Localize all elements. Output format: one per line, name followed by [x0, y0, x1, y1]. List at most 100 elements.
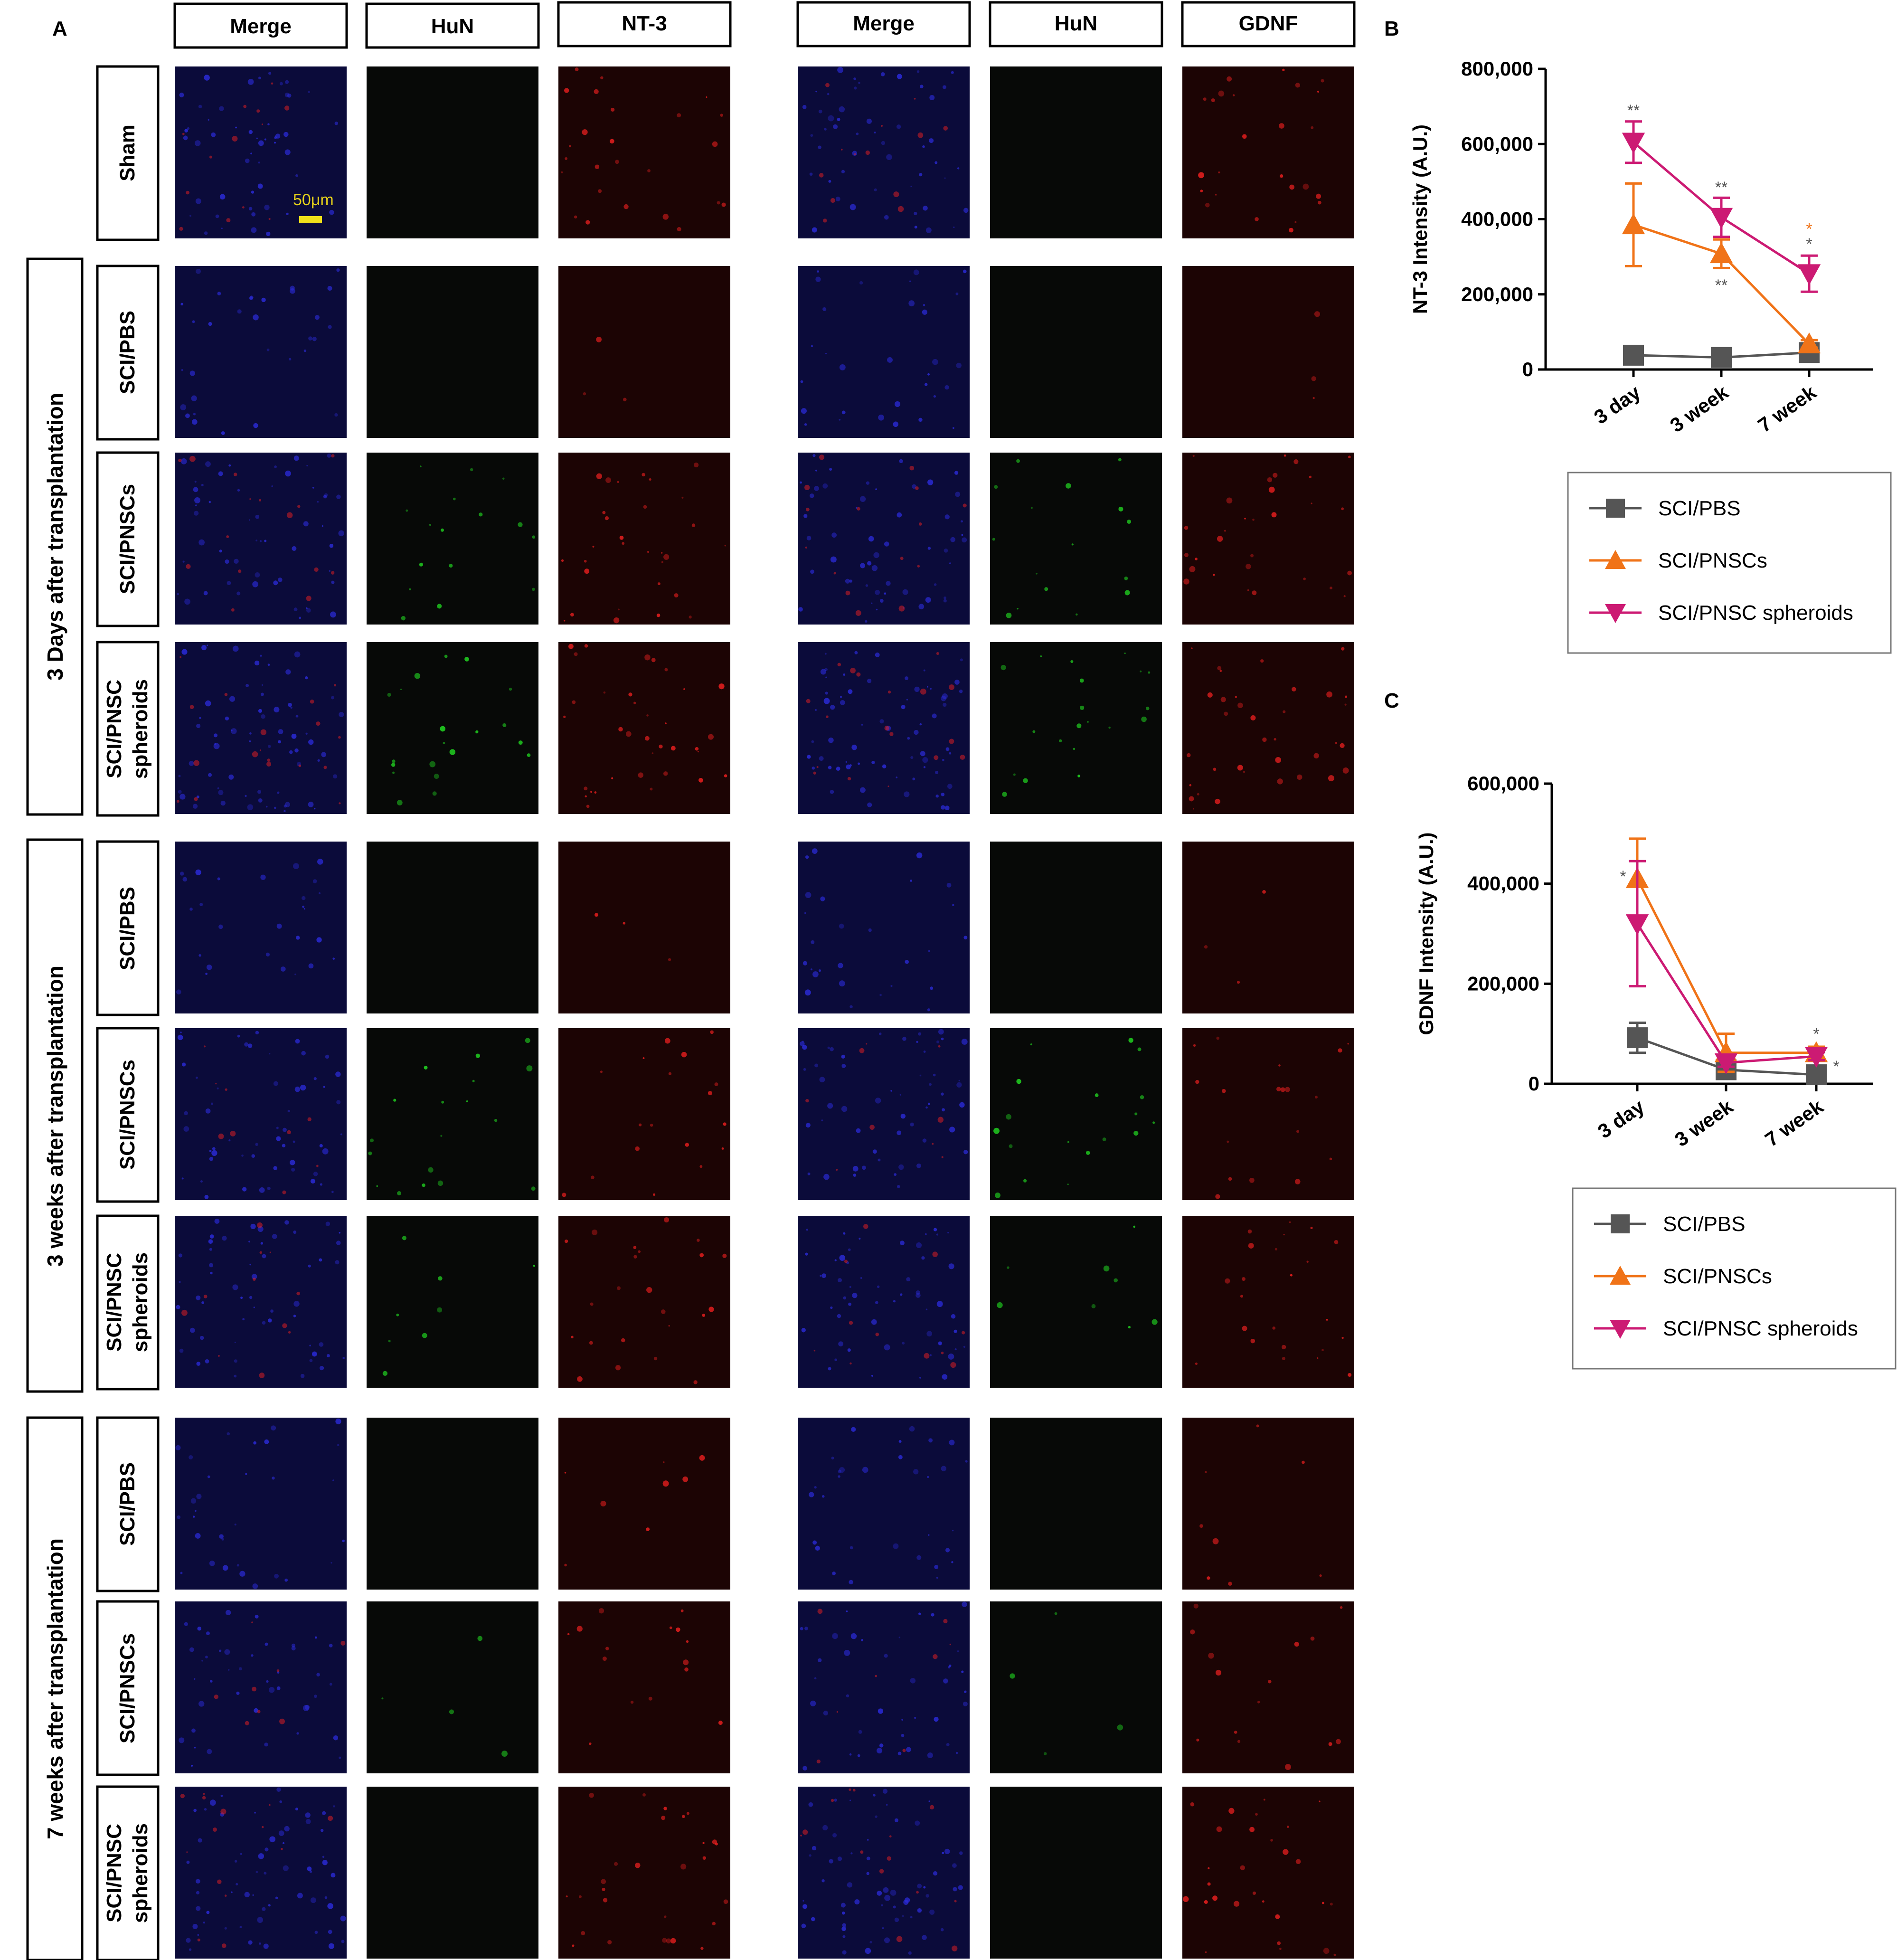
- y-tick-label: 200,000: [1461, 283, 1533, 305]
- micrograph-tile: [558, 453, 730, 625]
- col-header-gdnf: GDNF: [1239, 12, 1298, 35]
- svg-text:SCI/PNSC: SCI/PNSC: [103, 1824, 126, 1922]
- svg-text:SCI/PNSCs: SCI/PNSCs: [116, 1633, 139, 1743]
- row-label-3w-pnscs: SCI/PNSCs: [96, 1027, 160, 1203]
- x-tick-label: 3 day: [1590, 381, 1644, 428]
- y-tick-label: 800,000: [1461, 57, 1533, 80]
- legend-entry: SCI/PBS: [1594, 1212, 1746, 1236]
- micrograph-tile: [175, 842, 347, 1013]
- svg-text:3 Days after transplantation: 3 Days after transplantation: [43, 393, 67, 681]
- micrograph-tile: [367, 1418, 538, 1590]
- micrograph-tile: [175, 266, 347, 438]
- svg-text:spheroids: spheroids: [129, 679, 152, 779]
- chart-nt3: 0 200,000 400,000 600,000 800,000 NT-3 Intens…: [1409, 57, 1892, 654]
- micrograph-tile: [558, 266, 730, 438]
- panel-letter-a: A: [52, 17, 67, 40]
- micrograph-tile: [367, 1028, 538, 1200]
- micrograph-tile: [558, 1787, 730, 1959]
- svg-text:Sham: Sham: [116, 124, 139, 181]
- row-label-3d-pbs: SCI/PBS: [96, 265, 160, 441]
- group-label-3days: 3 Days after transplantation: [26, 257, 84, 816]
- group-label-7weeks: 7 weeks after transplantation: [26, 1416, 84, 1960]
- legend-label: SCI/PBS: [1658, 497, 1741, 520]
- col-header-nt3: NT-3: [622, 12, 667, 35]
- micrograph-tile: [990, 453, 1162, 625]
- micrograph-tile: [367, 1216, 538, 1388]
- y-tick-label: 200,000: [1467, 972, 1539, 994]
- micrograph-tile: [175, 1028, 347, 1200]
- svg-text:3 weeks after transplantation: 3 weeks after transplantation: [43, 966, 67, 1267]
- micrograph-tile: [1182, 1028, 1354, 1200]
- micrograph-tile: [367, 66, 538, 238]
- svg-text:7 weeks after transplantation: 7 weeks after transplantation: [43, 1538, 67, 1839]
- micrograph-tile: [798, 842, 970, 1013]
- data-point: [1709, 208, 1733, 229]
- micrograph-tile: [990, 642, 1162, 814]
- significance-marker: *: [1833, 1058, 1839, 1076]
- micrograph-tile: [558, 842, 730, 1013]
- significance-marker: *: [1806, 220, 1812, 238]
- data-point: [1797, 332, 1821, 353]
- legend-entry: SCI/PBS: [1589, 497, 1741, 520]
- legend-label: SCI/PNSCs: [1663, 1265, 1772, 1288]
- micrograph-tile: [1182, 642, 1354, 814]
- significance-marker: *: [1813, 1025, 1819, 1043]
- micrograph-tile: [990, 842, 1162, 1013]
- micrograph-tile: [367, 453, 538, 625]
- micrograph-tile: [558, 1601, 730, 1773]
- micrograph-tile: [990, 1028, 1162, 1200]
- micrograph-tile: [1182, 66, 1354, 238]
- scale-bar-label: 50μm: [293, 191, 334, 209]
- micrograph-tile: [175, 66, 347, 238]
- micrograph-tile: [367, 842, 538, 1013]
- micrograph-tile: [1182, 266, 1354, 438]
- legend-label: SCI/PNSC spheroids: [1658, 601, 1853, 625]
- data-point: [1606, 499, 1625, 518]
- micrograph-tile: [558, 66, 730, 238]
- y-tick-label: 600,000: [1467, 772, 1539, 795]
- y-tick-label: 400,000: [1461, 208, 1533, 230]
- data-point: [1605, 550, 1626, 569]
- col-header-hun-right: HuN: [1055, 12, 1097, 35]
- micrograph-tile: [1182, 842, 1354, 1013]
- data-point: [1622, 213, 1645, 235]
- micrograph-tile: [367, 642, 538, 814]
- micrograph-tile: [798, 266, 970, 438]
- legend: SCI/PBS SCI/PNSCs SCI/PNSC spheroids: [1567, 472, 1892, 654]
- y-tick-label: 400,000: [1467, 872, 1539, 895]
- series-sci-pbs: [1623, 342, 1820, 368]
- data-point: [1622, 133, 1645, 154]
- panel-letter-b: B: [1384, 17, 1399, 40]
- svg-text:SCI/PBS: SCI/PBS: [116, 311, 139, 394]
- panel-letter-c: C: [1384, 689, 1399, 712]
- data-point: [1804, 1047, 1828, 1068]
- col-header-hun-left: HuN: [431, 15, 474, 38]
- legend-entry: SCI/PNSC spheroids: [1594, 1317, 1858, 1340]
- svg-text:SCI/PBS: SCI/PBS: [116, 1462, 139, 1546]
- micrograph-tile: [558, 1418, 730, 1590]
- series-sci-pnscs: [1622, 182, 1821, 353]
- micrograph-tile: [990, 1787, 1162, 1959]
- scale-bar: 50μm: [293, 191, 334, 223]
- micrograph-tile: [175, 453, 347, 625]
- chart-gdnf: 0 200,000 400,000 600,000 GDNF Intensity (A.…: [1415, 772, 1897, 1370]
- micrograph-tile: [990, 1216, 1162, 1388]
- data-point: [1625, 914, 1649, 936]
- x-tick-label: 3 week: [1670, 1095, 1737, 1151]
- data-point: [1627, 1027, 1648, 1049]
- data-point: [1611, 1214, 1630, 1233]
- micrograph-tile: [1182, 1787, 1354, 1959]
- data-point: [1623, 344, 1644, 366]
- y-tick-label: 600,000: [1461, 133, 1533, 155]
- svg-text:SCI/PBS: SCI/PBS: [116, 887, 139, 970]
- row-label-3w-pbs: SCI/PBS: [96, 840, 160, 1016]
- micrograph-tile: [798, 642, 970, 814]
- significance-marker: *: [1806, 235, 1812, 253]
- x-tick-label: 7 week: [1754, 381, 1820, 437]
- row-labels: Sham SCI/PBS SCI/PNSCs SCI/PNSC spheroid…: [96, 65, 160, 1960]
- micrograph-tile: [1182, 1216, 1354, 1388]
- series-sci-pnsc-spheroids: [1622, 120, 1821, 293]
- micrograph-tile: [175, 1787, 347, 1959]
- column-headers-left: Merge HuN NT-3: [173, 1, 732, 49]
- svg-text:SCI/PNSC: SCI/PNSC: [103, 1253, 126, 1352]
